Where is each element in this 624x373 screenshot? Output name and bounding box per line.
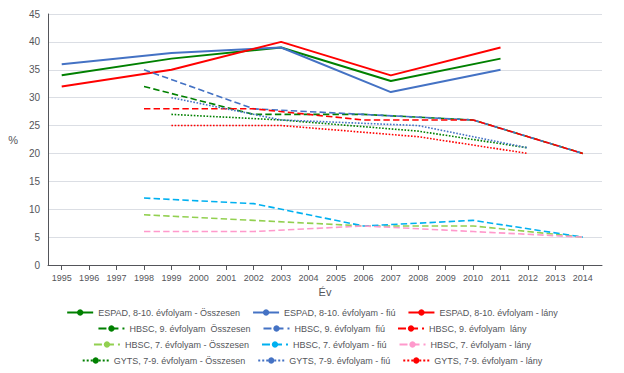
svg-text:15: 15 [29, 176, 41, 187]
svg-text:ESPAD, 8-10. évfolyam - Összes: ESPAD, 8-10. évfolyam - Összesen [98, 308, 240, 318]
svg-text:2010: 2010 [463, 273, 483, 283]
svg-text:ESPAD, 8-10. évfolyam - fiú: ESPAD, 8-10. évfolyam - fiú [284, 308, 395, 318]
svg-text:2004: 2004 [299, 273, 319, 283]
svg-text:2014: 2014 [573, 273, 593, 283]
svg-text:GYTS, 7-9. évfolyam - fiú: GYTS, 7-9. évfolyam - fiú [289, 356, 390, 366]
svg-text:2013: 2013 [545, 273, 565, 283]
svg-text:2008: 2008 [408, 273, 428, 283]
svg-text:HBSC, 7. évfolyam - lány: HBSC, 7. évfolyam - lány [431, 340, 532, 350]
svg-text:1999: 1999 [161, 273, 181, 283]
svg-text:2006: 2006 [353, 273, 373, 283]
svg-text:40: 40 [29, 36, 41, 47]
svg-text:Év: Év [319, 286, 332, 298]
svg-text:%: % [8, 134, 18, 146]
svg-text:0: 0 [34, 260, 40, 271]
svg-text:2005: 2005 [326, 273, 346, 283]
svg-text:35: 35 [29, 64, 41, 75]
svg-text:2007: 2007 [381, 273, 401, 283]
svg-text:HBSC, 9. évfolyam Összesen: HBSC, 9. évfolyam Összesen [129, 324, 250, 334]
svg-text:20: 20 [29, 148, 41, 159]
svg-text:2001: 2001 [216, 273, 236, 283]
svg-text:HBSC, 7. évfolyam - fiú: HBSC, 7. évfolyam - fiú [293, 340, 387, 350]
svg-text:ESPAD, 8-10. évfolyam - lány: ESPAD, 8-10. évfolyam - lány [439, 308, 558, 318]
svg-text:5: 5 [34, 232, 40, 243]
svg-text:1998: 1998 [134, 273, 154, 283]
svg-text:2003: 2003 [271, 273, 291, 283]
svg-text:GYTS, 7-9. évfolyam - lány: GYTS, 7-9. évfolyam - lány [434, 356, 543, 366]
svg-text:2011: 2011 [491, 273, 510, 283]
svg-text:1997: 1997 [107, 273, 127, 283]
svg-text:1995: 1995 [52, 273, 72, 283]
svg-text:HBSC, 9. évfolyam fiú: HBSC, 9. évfolyam fiú [294, 324, 385, 334]
svg-text:HBSC, 9. évfolyam lány: HBSC, 9. évfolyam lány [429, 324, 527, 334]
svg-text:HBSC, 7. évfolyam - Összesen: HBSC, 7. évfolyam - Összesen [125, 340, 249, 350]
svg-text:30: 30 [29, 92, 41, 103]
svg-text:2009: 2009 [436, 273, 456, 283]
svg-text:45: 45 [29, 9, 41, 20]
svg-text:GYTS, 7-9. évfolyam - Összesen: GYTS, 7-9. évfolyam - Összesen [114, 356, 246, 366]
svg-text:2012: 2012 [518, 273, 538, 283]
svg-text:25: 25 [29, 120, 41, 131]
svg-text:1996: 1996 [79, 273, 99, 283]
svg-text:2002: 2002 [244, 273, 264, 283]
svg-text:2000: 2000 [189, 273, 209, 283]
svg-text:10: 10 [29, 204, 41, 215]
